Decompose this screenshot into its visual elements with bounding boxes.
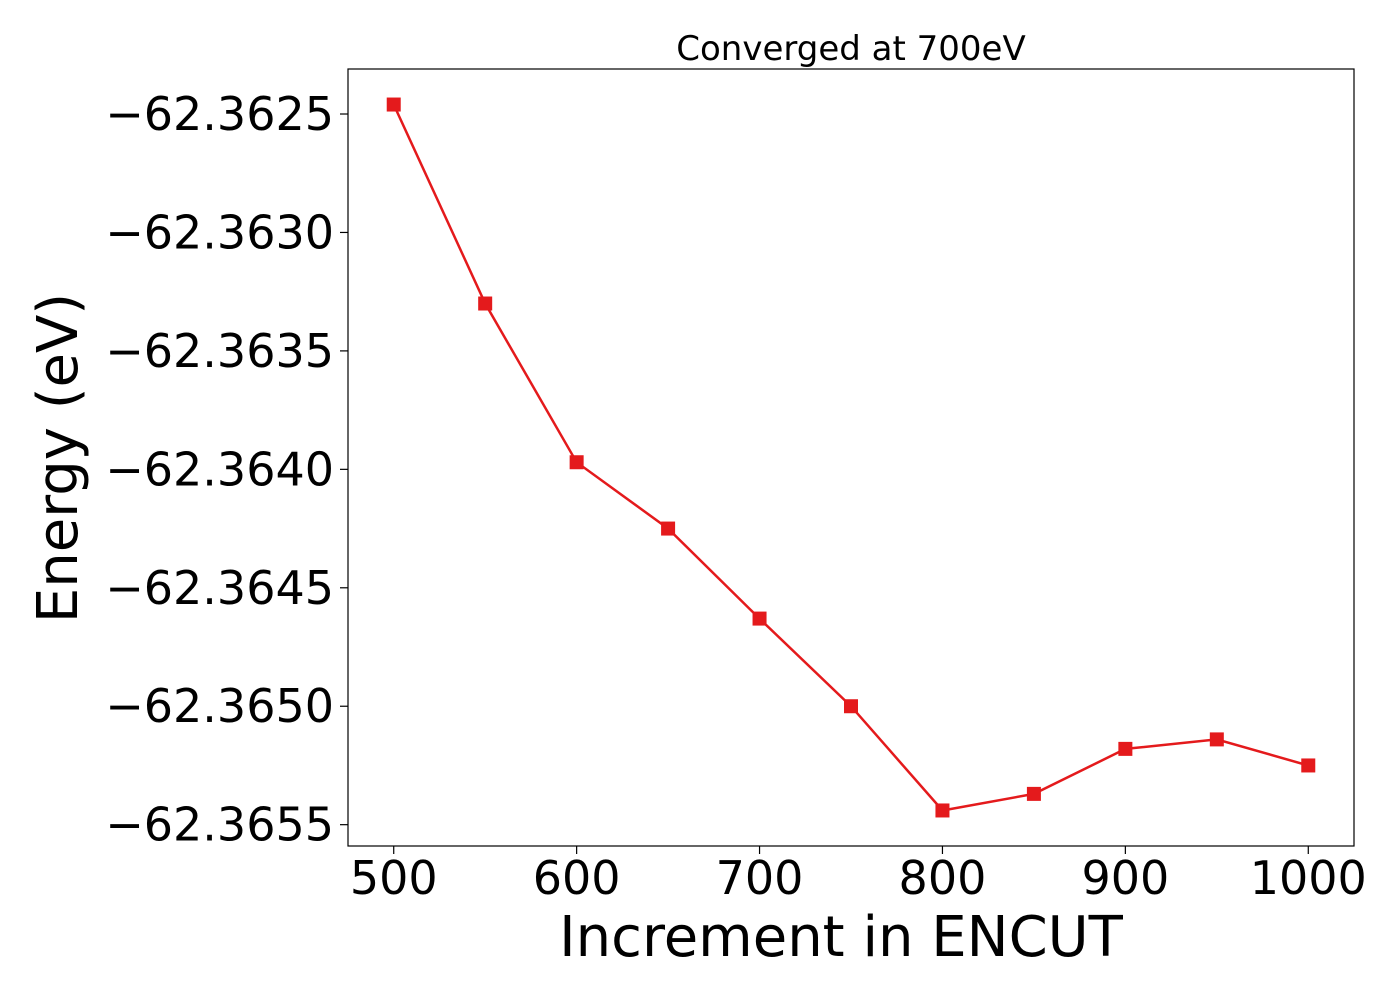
x-tick-label: 500 — [350, 851, 438, 905]
data-point-marker — [1118, 741, 1133, 756]
chart-title: Converged at 700eV — [676, 29, 1025, 69]
x-tick-label: 900 — [1081, 851, 1169, 905]
data-point-marker — [386, 97, 401, 112]
y-tick-label: −62.3655 — [105, 798, 334, 852]
data-point-marker — [752, 611, 767, 626]
data-point-marker — [661, 521, 676, 536]
x-tick-label: 600 — [533, 851, 621, 905]
data-point-marker — [1301, 758, 1316, 773]
y-tick-label: −62.3650 — [105, 679, 334, 733]
x-tick-label: 700 — [716, 851, 804, 905]
y-tick-label: −62.3640 — [105, 442, 334, 496]
data-point-marker — [935, 803, 950, 818]
data-point-marker — [1209, 732, 1224, 747]
y-tick-label: −62.3630 — [105, 205, 334, 259]
energy-series-markers — [386, 97, 1316, 818]
y-tick-label: −62.3625 — [105, 87, 334, 141]
x-tick-label: 800 — [899, 851, 987, 905]
x-axis: 500 600 700 800 900 1000 — [350, 846, 1367, 905]
x-axis-title: Increment in ENCUT — [559, 905, 1124, 970]
y-axis: −62.3625 −62.3630 −62.3635 −62.3640 −62.3645… — [105, 87, 348, 852]
data-point-marker — [1026, 786, 1041, 801]
plot-frame — [347, 68, 1355, 847]
y-axis-title: Energy (eV) — [26, 293, 91, 623]
data-point-marker — [844, 699, 858, 714]
data-point-marker — [478, 296, 493, 311]
data-point-marker — [569, 455, 584, 470]
y-tick-label: −62.3645 — [105, 561, 334, 615]
y-tick-label: −62.3635 — [105, 324, 334, 378]
x-tick-label: 1000 — [1250, 851, 1367, 905]
